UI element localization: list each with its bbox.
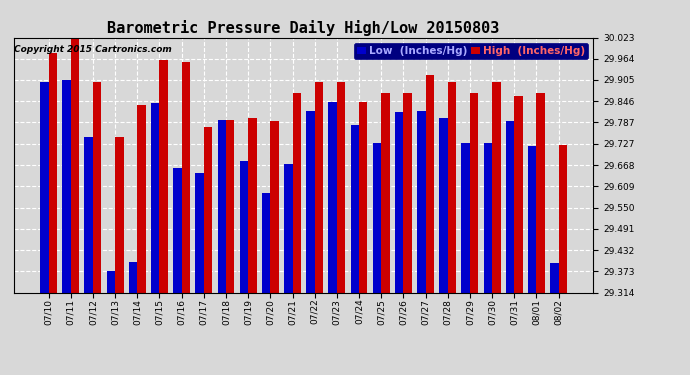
Bar: [226, 120, 235, 292]
Bar: [84, 138, 93, 292]
Bar: [492, 82, 500, 292]
Bar: [448, 82, 456, 292]
Bar: [262, 193, 270, 292]
Bar: [506, 121, 514, 292]
Bar: [293, 93, 301, 292]
Title: Barometric Pressure Daily High/Low 20150803: Barometric Pressure Daily High/Low 20150…: [108, 20, 500, 36]
Bar: [115, 138, 124, 292]
Bar: [462, 143, 470, 292]
Bar: [129, 262, 137, 292]
Bar: [373, 143, 381, 292]
Bar: [514, 96, 523, 292]
Bar: [426, 75, 434, 292]
Bar: [528, 147, 536, 292]
Bar: [93, 82, 101, 292]
Bar: [381, 93, 390, 292]
Bar: [217, 120, 226, 292]
Bar: [404, 93, 412, 292]
Bar: [204, 127, 213, 292]
Bar: [173, 168, 181, 292]
Bar: [328, 102, 337, 292]
Bar: [359, 102, 368, 292]
Bar: [337, 82, 345, 292]
Bar: [306, 111, 315, 292]
Bar: [484, 143, 492, 292]
Bar: [62, 80, 71, 292]
Bar: [40, 82, 48, 292]
Bar: [550, 263, 559, 292]
Bar: [137, 105, 146, 292]
Bar: [395, 112, 404, 292]
Bar: [417, 111, 426, 292]
Bar: [351, 125, 359, 292]
Bar: [151, 104, 159, 292]
Bar: [315, 82, 323, 292]
Text: Copyright 2015 Cartronics.com: Copyright 2015 Cartronics.com: [14, 45, 172, 54]
Bar: [284, 165, 293, 292]
Bar: [107, 270, 115, 292]
Bar: [181, 62, 190, 292]
Bar: [559, 145, 567, 292]
Bar: [195, 174, 204, 292]
Bar: [470, 93, 478, 292]
Bar: [159, 60, 168, 292]
Bar: [270, 121, 279, 292]
Bar: [48, 53, 57, 292]
Bar: [71, 39, 79, 292]
Bar: [536, 93, 545, 292]
Bar: [248, 118, 257, 292]
Bar: [239, 161, 248, 292]
Legend: Low  (Inches/Hg), High  (Inches/Hg): Low (Inches/Hg), High (Inches/Hg): [355, 43, 588, 59]
Bar: [440, 118, 448, 292]
